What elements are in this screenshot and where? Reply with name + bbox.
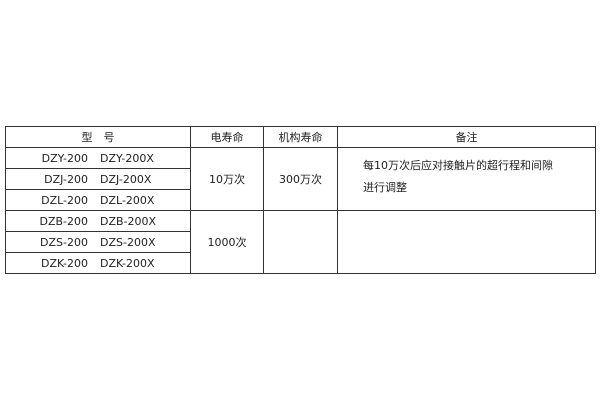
remarks-line-2: 进行调整 bbox=[363, 181, 407, 194]
model-cell: DZS-200 DZS-200X bbox=[5, 231, 191, 253]
model-cell: DZY-200 DZY-200X bbox=[5, 147, 191, 169]
model-a: DZL-200 bbox=[41, 193, 88, 207]
remarks-cell: 每10万次后应对接触片的超行程和间隙 进行调整 bbox=[337, 147, 596, 211]
table-row: DZL-200 DZL-200X bbox=[5, 189, 596, 211]
remarks-cell bbox=[337, 210, 596, 274]
header-model: 型 号 bbox=[5, 126, 191, 148]
header-row: 型 号 电寿命 机构寿命 备注 bbox=[5, 126, 596, 148]
model-b: DZY-200X bbox=[100, 151, 154, 165]
mechanical-life-cell bbox=[263, 210, 338, 274]
model-a: DZY-200 bbox=[41, 151, 88, 165]
model-cell: DZB-200 DZB-200X bbox=[5, 210, 191, 232]
remarks-line-1: 每10万次后应对接触片的超行程和间隙 bbox=[363, 159, 553, 172]
model-cell: DZK-200 DZK-200X bbox=[5, 252, 191, 274]
electrical-life-cell: 10万次 bbox=[190, 147, 264, 211]
model-a: DZS-200 bbox=[40, 235, 88, 249]
table-row: DZY-200 DZY-200X 10万次 300万次 每10万次后应对接触片的超… bbox=[5, 147, 596, 211]
model-b: DZK-200X bbox=[100, 256, 155, 270]
specs-table: 型 号 电寿命 机构寿命 备注 DZY-200 DZY-200X 10万次 300… bbox=[5, 126, 596, 274]
model-b: DZB-200X bbox=[100, 214, 157, 228]
model-a: DZB-200 bbox=[39, 214, 88, 228]
model-b: DZL-200X bbox=[100, 193, 155, 207]
table-row: DZK-200 DZK-200X bbox=[5, 252, 596, 274]
model-a: DZK-200 bbox=[40, 256, 88, 270]
header-remarks: 备注 bbox=[337, 126, 596, 148]
model-b: DZS-200X bbox=[100, 235, 156, 249]
model-cell: DZL-200 DZL-200X bbox=[5, 189, 191, 211]
electrical-life-cell: 1000次 bbox=[190, 210, 264, 274]
table-row: DZB-200 DZB-200X 1000次 bbox=[5, 210, 596, 274]
mechanical-life-cell: 300万次 bbox=[263, 147, 338, 211]
model-b: DZJ-200X bbox=[100, 172, 152, 186]
model-a: DZJ-200 bbox=[44, 172, 88, 186]
model-cell: DZJ-200 DZJ-200X bbox=[5, 168, 191, 190]
header-mechanical-life: 机构寿命 bbox=[263, 126, 338, 148]
header-electrical-life: 电寿命 bbox=[190, 126, 264, 148]
